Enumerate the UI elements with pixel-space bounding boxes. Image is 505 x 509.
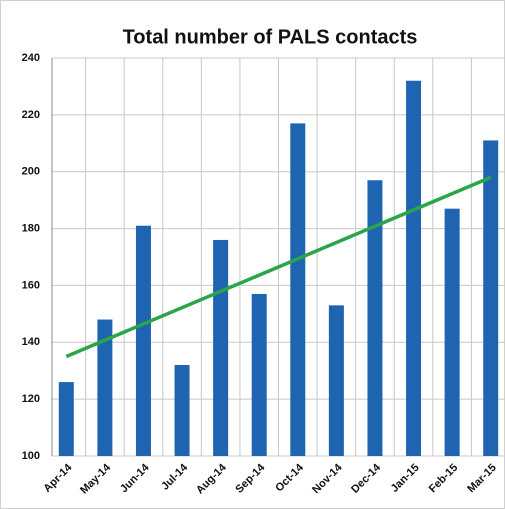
bar <box>135 225 151 456</box>
bar <box>97 319 113 456</box>
y-tick-label: 120 <box>22 393 40 405</box>
bar <box>328 305 344 456</box>
bar <box>483 140 499 456</box>
bar <box>406 80 422 456</box>
bar <box>444 208 460 456</box>
trend-line <box>65 175 492 359</box>
y-tick-label: 180 <box>22 222 40 234</box>
bar <box>251 293 267 456</box>
y-tick-label: 220 <box>22 109 40 121</box>
y-tick-label: 160 <box>22 279 40 291</box>
bar <box>58 382 74 456</box>
y-tick-label: 200 <box>22 166 40 178</box>
bar <box>213 239 229 456</box>
y-tick-label: 240 <box>22 52 40 64</box>
y-tick-label: 100 <box>22 450 40 462</box>
y-tick-label: 140 <box>22 336 40 348</box>
bar <box>290 123 306 456</box>
bar <box>174 365 190 456</box>
chart-title: Total number of PALS contacts <box>123 26 418 48</box>
bar <box>367 180 383 456</box>
